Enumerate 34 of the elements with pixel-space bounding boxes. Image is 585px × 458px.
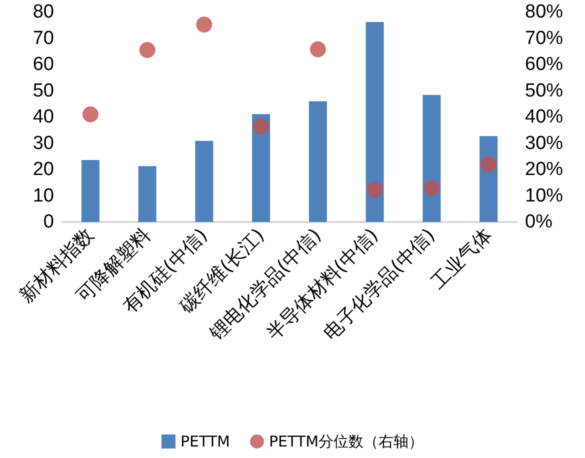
bar: [308, 101, 327, 222]
bar: [366, 22, 384, 222]
y-tick-label: 20: [32, 159, 54, 180]
y2-tick-label: 20%: [525, 159, 564, 180]
y2-tick-label: 80%: [525, 2, 564, 22]
bar: [81, 160, 100, 222]
point: [139, 42, 156, 58]
y2-tick-label: 40%: [525, 106, 564, 128]
y2-tick-label: 30%: [525, 132, 564, 154]
legend-label: PETTM分位数（右轴）: [269, 432, 424, 450]
y-tick-label: 50: [32, 80, 54, 102]
point: [480, 156, 497, 173]
y2-tick-label: 70%: [525, 28, 564, 49]
bar: [195, 140, 214, 222]
y2-tick-label: 10%: [525, 185, 564, 206]
y2-tick-label: 60%: [525, 54, 564, 75]
y-tick-label: 60: [32, 54, 54, 75]
legend-label: PETTM: [180, 432, 230, 450]
y-tick-label: 10: [32, 185, 54, 206]
point: [424, 180, 440, 196]
point: [196, 16, 212, 33]
y-tick-label: 0: [43, 212, 54, 232]
y-tick-label: 70: [32, 28, 54, 49]
y-tick-label: 40: [32, 106, 54, 128]
y-tick-label: 30: [32, 132, 54, 154]
y-tick-label: 80: [32, 2, 54, 22]
y2-tick-label: 50%: [525, 80, 564, 102]
bar: [138, 166, 156, 222]
bar: [422, 94, 441, 222]
point: [82, 106, 98, 122]
point: [253, 118, 270, 135]
y2-tick-label: 0%: [525, 212, 553, 232]
point: [366, 182, 383, 198]
point: [310, 41, 326, 58]
